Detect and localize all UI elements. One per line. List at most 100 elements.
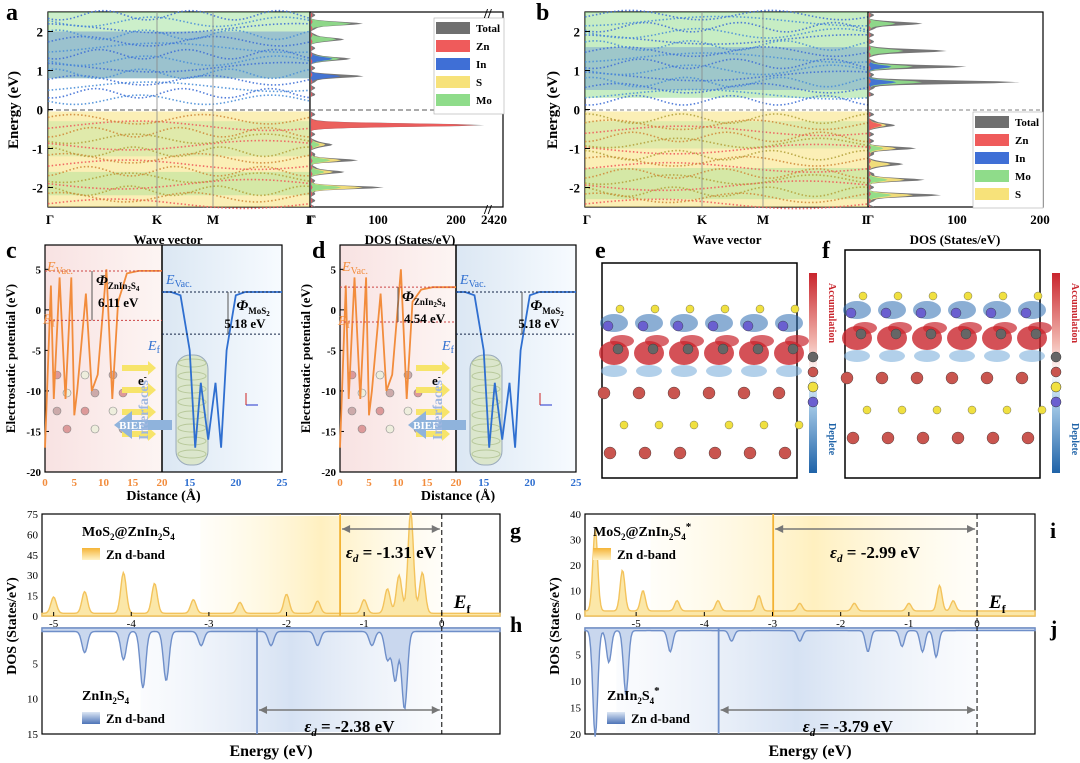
accumulation-region	[982, 326, 1012, 350]
band-line	[47, 48, 311, 60]
zn-atom	[855, 328, 867, 340]
mo-atom	[707, 320, 719, 332]
in-atom	[910, 371, 924, 385]
s-atom	[650, 304, 660, 314]
zninzs-potential-curve	[339, 269, 456, 448]
band-line	[584, 94, 869, 106]
deplete-region	[776, 365, 802, 377]
atom-sphere	[375, 370, 385, 380]
accumulation-region	[774, 341, 804, 365]
x-tick-label: 25	[277, 477, 289, 489]
deplete-region	[706, 365, 732, 377]
accumulation-region	[739, 341, 769, 365]
y-tick-label: 20	[570, 729, 582, 741]
y-tick-label: 60	[27, 529, 39, 541]
panel-ij-plot: εd = -2.99 eV εd = -3.79 eV Ef MoS2@ZnIn2S4…	[548, 509, 1036, 760]
charge-arrow	[416, 383, 450, 397]
zn-atom	[890, 328, 902, 340]
s-atom	[689, 420, 699, 430]
band-line	[584, 21, 869, 33]
band-line	[584, 15, 868, 27]
in-atom	[603, 446, 617, 460]
mos2-ring	[177, 410, 207, 420]
dos-tick-label: Γ	[866, 212, 874, 227]
kpoint-label: Γ	[46, 212, 54, 227]
s-atom	[720, 304, 730, 314]
in-atom	[1021, 431, 1035, 445]
charge-arrow	[122, 361, 156, 375]
panel-letter-c: c	[6, 238, 17, 264]
accumulation-region	[634, 341, 664, 365]
mo-atom	[672, 320, 684, 332]
panel-letter-h: h	[510, 612, 522, 637]
legend-swatch	[975, 188, 1009, 200]
ef-label-right: Ef	[441, 339, 455, 356]
x-tick-label: -3	[204, 618, 214, 630]
panel-gh-plot: εd = -1.31 eV εd = -2.38 eV Ef MoS2@ZnIn2S4…	[5, 509, 501, 760]
s-atom	[619, 420, 629, 430]
atom-sphere	[80, 370, 90, 380]
legend-swatch	[436, 58, 470, 70]
axis-break-mark: //	[483, 203, 493, 218]
top-legend-label: Zn d-band	[617, 547, 677, 562]
s-atom	[998, 291, 1008, 301]
accumulation-region	[877, 326, 907, 350]
y-tick-label: 15	[27, 729, 39, 741]
band-line	[584, 174, 869, 185]
phi-mos2-label: ΦMoS2	[236, 298, 270, 318]
deplete-region	[914, 350, 940, 362]
panel-letter-e: e	[595, 238, 606, 264]
x-tick-label: -5	[632, 618, 642, 630]
y-tick-label: 2	[574, 25, 581, 40]
band-line	[584, 39, 869, 52]
s-atom	[963, 291, 973, 301]
legend-swatch	[436, 76, 470, 88]
mos2-ring	[177, 449, 207, 459]
band-line	[584, 33, 869, 45]
y-tick-label: -10	[321, 386, 336, 398]
top-legend-swatch	[82, 548, 100, 560]
atom-sphere	[385, 388, 395, 398]
s-atom	[967, 405, 977, 415]
bief-label: BIEF	[413, 420, 439, 432]
x-axis-label: Energy (eV)	[768, 743, 851, 760]
y-axis-label: Electrostatic potential (eV)	[3, 284, 18, 433]
band-line	[47, 87, 311, 99]
interfaces-label: Interfaces	[137, 380, 152, 440]
evac-label-left: EVac.	[46, 260, 73, 277]
band-line	[47, 126, 311, 138]
y-tick-label: 10	[27, 694, 39, 706]
deplete-region	[601, 365, 627, 377]
in-atom	[986, 431, 1000, 445]
atom-sphere	[403, 406, 413, 416]
x-axis-label: Energy (eV)	[229, 743, 312, 760]
zn-atom	[995, 328, 1007, 340]
arrow-head	[431, 525, 440, 533]
in-atom	[702, 386, 716, 400]
x-tick-label: -1	[360, 618, 369, 630]
mos2-potential-curve	[162, 291, 282, 448]
work-function-left-value: 6.11 eV	[98, 295, 139, 310]
kpoint-label: Γ	[862, 212, 870, 227]
s-atom	[794, 420, 804, 430]
zn-atom	[960, 328, 972, 340]
zn-atom	[647, 343, 659, 355]
x-tick-label: 0	[42, 477, 48, 489]
zninzs-potential-curve	[44, 269, 162, 448]
y-tick-label: -20	[26, 467, 41, 479]
band-line	[584, 58, 869, 70]
mos2-ring	[177, 358, 207, 368]
band-line	[585, 113, 869, 125]
s-atom	[790, 304, 800, 314]
band-line	[47, 198, 311, 210]
y-tick-label: 2	[37, 25, 44, 40]
in-atom	[945, 371, 959, 385]
bottom-legend-swatch	[607, 712, 625, 724]
band-line	[47, 165, 311, 177]
zn-atom	[925, 328, 937, 340]
panel-letter-a: a	[6, 0, 18, 26]
y-tick-label: 1	[574, 64, 581, 79]
mo-atom	[602, 320, 614, 332]
accumulation-region	[947, 326, 977, 350]
